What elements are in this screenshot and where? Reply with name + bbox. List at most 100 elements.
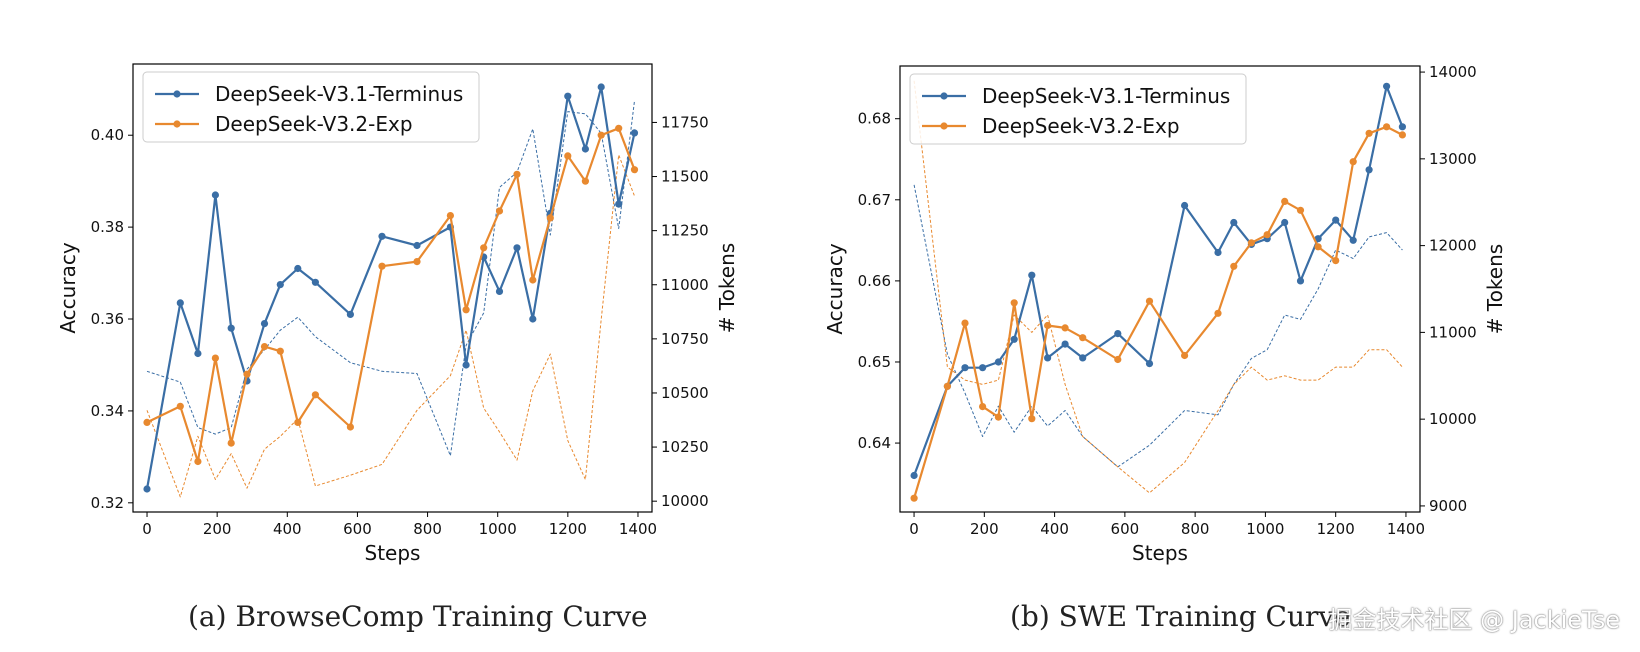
data-point-accuracy-v31-terminus (1114, 330, 1122, 338)
data-point-accuracy-v31-terminus (1061, 340, 1069, 348)
data-point-accuracy-v32-exp (462, 306, 470, 314)
data-point-accuracy-v31-terminus (1214, 248, 1222, 257)
y-tick-label: 0.40 (91, 126, 124, 144)
series-line-accuracy-v31-terminus (913, 85, 1404, 476)
x-tick-label: 200 (203, 520, 232, 538)
x-tick-label: 1200 (549, 520, 587, 538)
x-tick-label: 800 (1181, 520, 1210, 538)
data-point-accuracy-v31-terminus (1383, 82, 1391, 90)
legend-label: DeepSeek-V3.1-Terminus (215, 82, 463, 106)
y2-tick-label: 9000 (1429, 497, 1467, 515)
data-point-accuracy-v32-exp (529, 276, 537, 284)
data-point-accuracy-v32-exp (346, 423, 354, 431)
data-point-accuracy-v31-terminus (211, 191, 219, 199)
data-point-accuracy-v31-terminus (1365, 166, 1373, 174)
x-tick-label: 1000 (479, 520, 517, 538)
legend-label: DeepSeek-V3.2-Exp (215, 112, 413, 136)
data-point-accuracy-v32-exp (1349, 158, 1357, 166)
data-point-accuracy-v31-terminus (1398, 123, 1406, 131)
data-point-accuracy-v32-exp (176, 402, 184, 410)
swe-chart: 0 200 400 600 800 1000 1200 1400 0.64 0.65 0.66 0.6… (823, 63, 1507, 565)
data-point-accuracy-v32-exp (1296, 206, 1305, 214)
data-point-accuracy-v31-terminus (1028, 271, 1036, 279)
data-point-accuracy-v32-exp (143, 418, 151, 426)
data-point-accuracy-v32-exp (961, 319, 969, 327)
data-point-accuracy-v31-terminus (529, 315, 537, 323)
data-point-accuracy-v32-exp (294, 418, 302, 426)
data-point-accuracy-v31-terminus (413, 241, 421, 250)
data-point-accuracy-v31-terminus (1145, 360, 1154, 368)
caption-swe: (b) SWE Training Curve (1010, 600, 1351, 633)
data-point-accuracy-v32-exp (513, 170, 521, 178)
data-point-accuracy-v31-terminus (227, 324, 235, 332)
data-point-accuracy-v32-exp (979, 403, 987, 411)
browsecomp-chart: 0 200 400 600 800 1000 1200 1400 0.32 0.34 0.36 0.3… (56, 63, 739, 565)
y2-axis-label: # Tokens (1483, 244, 1507, 334)
data-point-accuracy-v32-exp (260, 343, 269, 351)
y2-axis-label: # Tokens (715, 243, 739, 333)
data-point-accuracy-v32-exp (1044, 321, 1052, 330)
data-point-accuracy-v32-exp (1230, 262, 1238, 270)
y-tick-label: 0.66 (858, 272, 891, 290)
data-point-accuracy-v32-exp (480, 244, 488, 252)
data-point-accuracy-v32-exp (630, 166, 639, 174)
x-tick-label: 0 (909, 520, 919, 538)
y-tick-label: 0.64 (858, 434, 891, 452)
data-point-accuracy-v31-terminus (176, 299, 184, 307)
legend-marker (173, 90, 181, 98)
data-point-accuracy-v31-terminus (260, 320, 269, 328)
data-point-accuracy-v32-exp (1114, 355, 1122, 364)
data-point-accuracy-v31-terminus (462, 361, 470, 369)
data-point-accuracy-v32-exp (495, 207, 504, 215)
y2-tick-label: 11750 (661, 113, 709, 131)
data-point-accuracy-v32-exp (546, 214, 554, 222)
data-point-accuracy-v32-exp (1061, 324, 1069, 332)
plot-frame (899, 65, 1421, 513)
data-point-accuracy-v32-exp (1398, 131, 1406, 139)
legend-marker (173, 120, 181, 128)
y2-tick-label: 10500 (661, 384, 709, 402)
x-tick-label: 200 (970, 520, 999, 538)
series-line-tokens-v31-terminus (146, 100, 635, 457)
series-line-accuracy-v32-exp (146, 127, 636, 463)
y2-tick-label: 10000 (661, 492, 709, 510)
x-tick-label: 400 (273, 520, 302, 538)
data-point-accuracy-v31-terminus (143, 485, 151, 493)
data-point-accuracy-v32-exp (1332, 257, 1340, 265)
data-point-accuracy-v31-terminus (513, 244, 521, 252)
data-point-accuracy-v31-terminus (630, 129, 639, 137)
y-axis-label: Accuracy (823, 243, 847, 334)
x-tick-label: 800 (413, 520, 442, 538)
plot-frame (132, 63, 653, 513)
data-point-accuracy-v31-terminus (615, 200, 623, 208)
y2-tick-label: 11500 (661, 168, 709, 186)
y2-tick-label: 10000 (1429, 410, 1477, 428)
data-point-accuracy-v32-exp (1247, 239, 1255, 247)
data-point-accuracy-v31-terminus (1079, 354, 1087, 362)
legend-label: DeepSeek-V3.2-Exp (982, 114, 1180, 138)
data-point-accuracy-v31-terminus (276, 281, 284, 289)
y-tick-label: 0.67 (858, 191, 891, 209)
data-point-accuracy-v31-terminus (346, 310, 354, 318)
data-point-accuracy-v31-terminus (311, 278, 319, 286)
data-point-accuracy-v32-exp (1314, 243, 1322, 251)
y-tick-label: 0.38 (91, 218, 124, 236)
x-tick-label: 1200 (1317, 520, 1355, 538)
legend-marker (940, 122, 948, 130)
data-point-accuracy-v32-exp (564, 152, 572, 160)
x-tick-label: 0 (142, 520, 152, 538)
data-point-accuracy-v31-terminus (1230, 218, 1238, 227)
data-point-accuracy-v32-exp (910, 494, 918, 502)
data-point-accuracy-v32-exp (581, 177, 590, 185)
data-point-accuracy-v32-exp (1010, 299, 1018, 307)
data-point-accuracy-v32-exp (1263, 231, 1271, 239)
data-point-accuracy-v32-exp (446, 212, 454, 220)
data-point-accuracy-v32-exp (1079, 334, 1087, 342)
data-point-accuracy-v32-exp (1281, 197, 1289, 205)
x-tick-label: 600 (343, 520, 372, 538)
data-point-accuracy-v31-terminus (1010, 335, 1018, 343)
data-point-accuracy-v31-terminus (961, 364, 969, 372)
data-point-accuracy-v31-terminus (378, 232, 386, 240)
data-point-accuracy-v31-terminus (1044, 354, 1052, 362)
